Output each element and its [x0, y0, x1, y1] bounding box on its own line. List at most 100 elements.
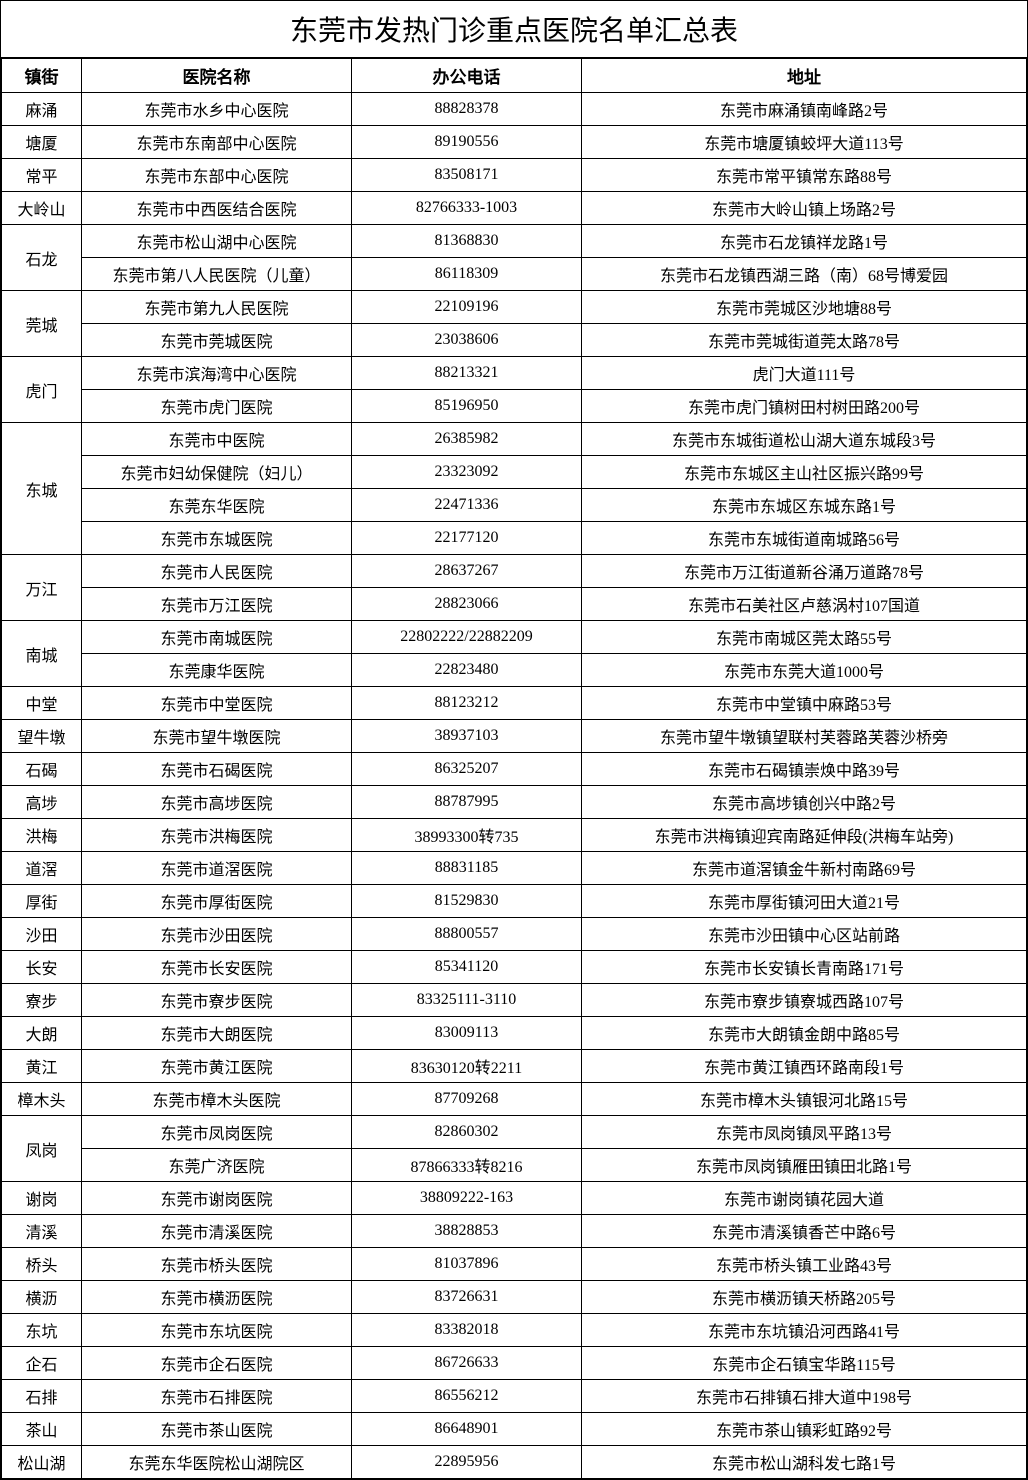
cell-address: 东莞市松山湖科发七路1号 [582, 1446, 1027, 1479]
table-row: 虎门东莞市滨海湾中心医院88213321虎门大道111号 [2, 357, 1027, 390]
table-row: 谢岗东莞市谢岗医院38809222-163东莞市谢岗镇花园大道 [2, 1182, 1027, 1215]
cell-town: 东城 [2, 423, 82, 555]
cell-hospital: 东莞市厚街医院 [82, 885, 352, 918]
table-row: 东城东莞市中医院26385982东莞市东城街道松山湖大道东城段3号 [2, 423, 1027, 456]
table-row: 厚街东莞市厚街医院81529830东莞市厚街镇河田大道21号 [2, 885, 1027, 918]
cell-address: 东莞市东莞大道1000号 [582, 654, 1027, 687]
cell-town: 高埗 [2, 786, 82, 819]
cell-phone: 86726633 [352, 1347, 582, 1380]
cell-hospital: 东莞市企石医院 [82, 1347, 352, 1380]
cell-phone: 83630120转2211 [352, 1050, 582, 1083]
cell-phone: 85196950 [352, 390, 582, 423]
cell-town: 长安 [2, 951, 82, 984]
table-row: 石龙东莞市松山湖中心医院81368830东莞市石龙镇祥龙路1号 [2, 225, 1027, 258]
table-row: 桥头东莞市桥头医院81037896东莞市桥头镇工业路43号 [2, 1248, 1027, 1281]
table-row: 樟木头东莞市樟木头医院87709268东莞市樟木头镇银河北路15号 [2, 1083, 1027, 1116]
cell-address: 东莞市中堂镇中麻路53号 [582, 687, 1027, 720]
cell-address: 东莞市石碣镇崇焕中路39号 [582, 753, 1027, 786]
cell-hospital: 东莞市水乡中心医院 [82, 93, 352, 126]
cell-address: 东莞市石龙镇西湖三路（南）68号博爱园 [582, 258, 1027, 291]
cell-address: 东莞市石美社区卢慈涡村107国道 [582, 588, 1027, 621]
cell-hospital: 东莞市高埗医院 [82, 786, 352, 819]
cell-address: 东莞市寮步镇寮城西路107号 [582, 984, 1027, 1017]
cell-hospital: 东莞市第九人民医院 [82, 291, 352, 324]
cell-address: 东莞市长安镇长青南路171号 [582, 951, 1027, 984]
cell-hospital: 东莞市妇幼保健院（妇儿） [82, 456, 352, 489]
cell-town: 大朗 [2, 1017, 82, 1050]
table-row: 东莞市妇幼保健院（妇儿）23323092东莞市东城区主山社区振兴路99号 [2, 456, 1027, 489]
table-row: 大岭山东莞市中西医结合医院82766333-1003东莞市大岭山镇上场路2号 [2, 192, 1027, 225]
cell-phone: 85341120 [352, 951, 582, 984]
table-container: 东莞市发热门诊重点医院名单汇总表 镇街 医院名称 办公电话 地址 麻涌东莞市水乡… [0, 0, 1028, 1480]
cell-hospital: 东莞市石排医院 [82, 1380, 352, 1413]
cell-address: 东莞市高埗镇创兴中路2号 [582, 786, 1027, 819]
cell-address: 东莞市石排镇石排大道中198号 [582, 1380, 1027, 1413]
cell-hospital: 东莞市洪梅医院 [82, 819, 352, 852]
cell-address: 东莞市塘厦镇蛟坪大道113号 [582, 126, 1027, 159]
cell-hospital: 东莞市第八人民医院（儿童） [82, 258, 352, 291]
cell-phone: 22823480 [352, 654, 582, 687]
cell-address: 东莞市麻涌镇南峰路2号 [582, 93, 1027, 126]
cell-phone: 86118309 [352, 258, 582, 291]
table-row: 石排东莞市石排医院86556212东莞市石排镇石排大道中198号 [2, 1380, 1027, 1413]
cell-phone: 88800557 [352, 918, 582, 951]
cell-address: 东莞市樟木头镇银河北路15号 [582, 1083, 1027, 1116]
cell-phone: 22895956 [352, 1446, 582, 1479]
table-row: 沙田东莞市沙田医院88800557东莞市沙田镇中心区站前路 [2, 918, 1027, 951]
table-row: 南城东莞市南城医院22802222/22882209东莞市南城区莞太路55号 [2, 621, 1027, 654]
table-row: 茶山东莞市茶山医院86648901东莞市茶山镇彩虹路92号 [2, 1413, 1027, 1446]
cell-hospital: 东莞康华医院 [82, 654, 352, 687]
cell-town: 麻涌 [2, 93, 82, 126]
header-address: 地址 [582, 59, 1027, 93]
cell-hospital: 东莞市虎门医院 [82, 390, 352, 423]
cell-phone: 26385982 [352, 423, 582, 456]
cell-address: 东莞市东城街道松山湖大道东城段3号 [582, 423, 1027, 456]
hospital-table: 镇街 医院名称 办公电话 地址 麻涌东莞市水乡中心医院88828378东莞市麻涌… [1, 58, 1027, 1479]
cell-phone: 86648901 [352, 1413, 582, 1446]
cell-phone: 82766333-1003 [352, 192, 582, 225]
header-town: 镇街 [2, 59, 82, 93]
table-row: 清溪东莞市清溪医院38828853东莞市清溪镇香芒中路6号 [2, 1215, 1027, 1248]
cell-town: 常平 [2, 159, 82, 192]
cell-hospital: 东莞东华医院松山湖院区 [82, 1446, 352, 1479]
cell-town: 石排 [2, 1380, 82, 1413]
table-row: 凤岗东莞市凤岗医院82860302东莞市凤岗镇凤平路13号 [2, 1116, 1027, 1149]
table-row: 大朗东莞市大朗医院83009113东莞市大朗镇金朗中路85号 [2, 1017, 1027, 1050]
cell-address: 东莞市莞城街道莞太路78号 [582, 324, 1027, 357]
cell-address: 东莞市洪梅镇迎宾南路延伸段(洪梅车站旁) [582, 819, 1027, 852]
cell-phone: 23038606 [352, 324, 582, 357]
cell-hospital: 东莞市石碣医院 [82, 753, 352, 786]
cell-hospital: 东莞市望牛墩医院 [82, 720, 352, 753]
table-row: 东莞康华医院22823480东莞市东莞大道1000号 [2, 654, 1027, 687]
cell-address: 东莞市横沥镇天桥路205号 [582, 1281, 1027, 1314]
cell-town: 谢岗 [2, 1182, 82, 1215]
cell-town: 沙田 [2, 918, 82, 951]
cell-phone: 38809222-163 [352, 1182, 582, 1215]
cell-hospital: 东莞市中医院 [82, 423, 352, 456]
cell-town: 望牛墩 [2, 720, 82, 753]
cell-address: 东莞市虎门镇树田村树田路200号 [582, 390, 1027, 423]
table-row: 东莞市万江医院28823066东莞市石美社区卢慈涡村107国道 [2, 588, 1027, 621]
cell-town: 凤岗 [2, 1116, 82, 1182]
cell-hospital: 东莞广济医院 [82, 1149, 352, 1182]
cell-address: 东莞市桥头镇工业路43号 [582, 1248, 1027, 1281]
cell-town: 东坑 [2, 1314, 82, 1347]
cell-phone: 83508171 [352, 159, 582, 192]
cell-phone: 88828378 [352, 93, 582, 126]
cell-phone: 87709268 [352, 1083, 582, 1116]
header-phone: 办公电话 [352, 59, 582, 93]
table-row: 中堂东莞市中堂医院88123212东莞市中堂镇中麻路53号 [2, 687, 1027, 720]
cell-hospital: 东莞市长安医院 [82, 951, 352, 984]
table-row: 东莞东华医院22471336东莞市东城区东城东路1号 [2, 489, 1027, 522]
cell-phone: 88123212 [352, 687, 582, 720]
table-body: 麻涌东莞市水乡中心医院88828378东莞市麻涌镇南峰路2号塘厦东莞市东南部中心… [2, 93, 1027, 1479]
cell-phone: 83009113 [352, 1017, 582, 1050]
cell-hospital: 东莞东华医院 [82, 489, 352, 522]
cell-address: 东莞市东城区东城东路1号 [582, 489, 1027, 522]
header-row: 镇街 医院名称 办公电话 地址 [2, 59, 1027, 93]
cell-address: 东莞市东坑镇沿河西路41号 [582, 1314, 1027, 1347]
cell-town: 塘厦 [2, 126, 82, 159]
table-row: 高埗东莞市高埗医院88787995东莞市高埗镇创兴中路2号 [2, 786, 1027, 819]
cell-hospital: 东莞市东部中心医院 [82, 159, 352, 192]
cell-address: 东莞市厚街镇河田大道21号 [582, 885, 1027, 918]
